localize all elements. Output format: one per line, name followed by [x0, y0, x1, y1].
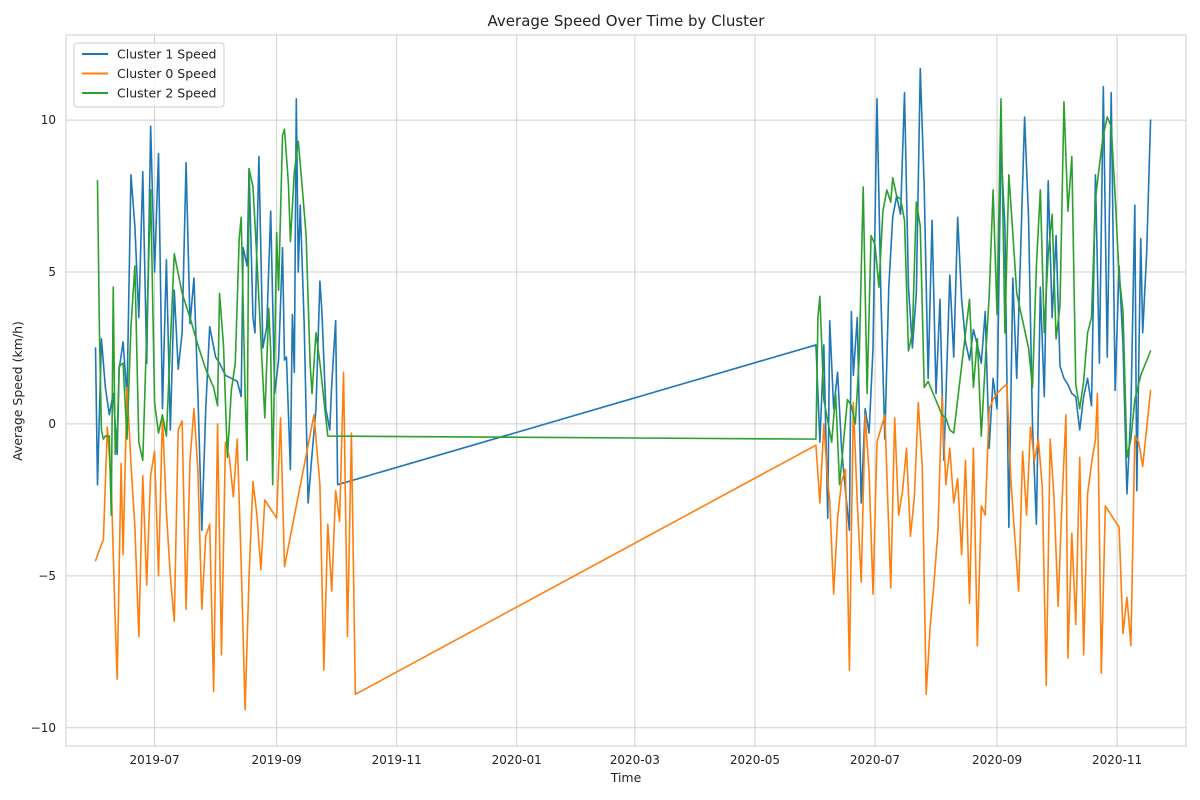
legend-entry: Cluster 0 Speed [117, 66, 216, 81]
y-axis-label: Average Speed (km/h) [10, 321, 25, 461]
x-tick-label: 2020-09 [972, 753, 1022, 767]
gridlines [66, 35, 1186, 746]
y-tick-label: 0 [48, 417, 56, 431]
series-layer [94, 67, 1152, 711]
y-axis-ticks: −10 −5 0 5 10 [31, 113, 56, 735]
y-tick-label: 5 [48, 265, 56, 279]
y-tick-label: −10 [31, 721, 56, 735]
series-line-cluster-1 [94, 67, 1152, 532]
x-axis-label: Time [610, 770, 642, 785]
plot-frame [65, 34, 1187, 747]
x-axis-ticks: 2019-07 2019-09 2019-11 2020-01 2020-03 2020-… [130, 753, 1143, 767]
plot-area-background [66, 35, 1186, 746]
legend-entry: Cluster 2 Speed [117, 86, 216, 101]
legend: Cluster 1 Speed Cluster 0 Speed Cluster 2 … [73, 42, 225, 108]
x-tick-label: 2019-11 [372, 753, 422, 767]
x-tick-label: 2020-05 [730, 753, 780, 767]
x-tick-label: 2019-09 [252, 753, 302, 767]
x-tick-label: 2019-07 [130, 753, 180, 767]
series-line-cluster-3 [96, 98, 1152, 516]
legend-entry: Cluster 1 Speed [117, 47, 216, 62]
x-tick-label: 2020-03 [610, 753, 660, 767]
x-tick-label: 2020-11 [1092, 753, 1142, 767]
series-line-cluster-2 [94, 371, 1152, 711]
x-tick-label: 2020-01 [492, 753, 542, 767]
chart-title: Average Speed Over Time by Cluster [488, 12, 766, 30]
legend-box [73, 42, 225, 108]
x-tick-label: 2020-07 [850, 753, 900, 767]
y-tick-label: −5 [38, 569, 56, 583]
y-tick-label: 10 [41, 113, 56, 127]
